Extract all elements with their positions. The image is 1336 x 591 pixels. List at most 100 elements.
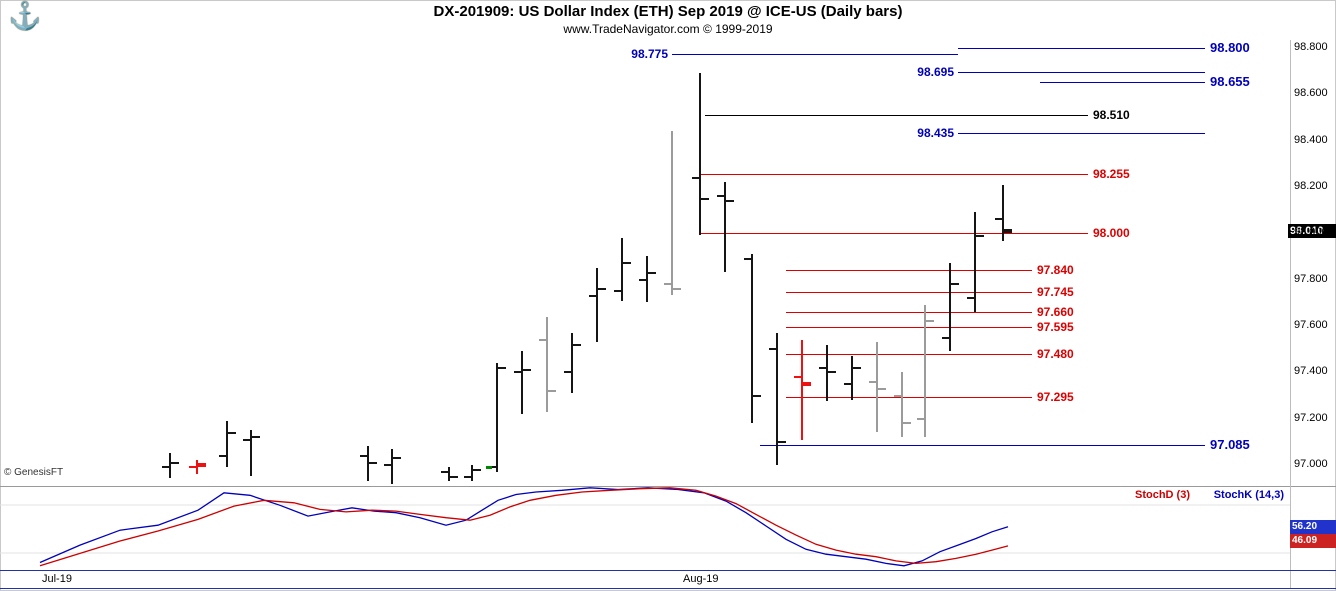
price-level-line[interactable] [958, 133, 1205, 134]
ohlc-bar-stem [1002, 185, 1004, 241]
ohlc-open-tick [717, 195, 724, 197]
ohlc-close-tick [701, 198, 709, 200]
ohlc-close-tick [573, 344, 581, 346]
ohlc-bar-stem [751, 254, 753, 423]
ohlc-bar-stem [391, 449, 393, 484]
ohlc-bar-stem [226, 421, 228, 467]
price-axis[interactable]: 98.010 98.800 98.600 98.400 98.200 98.000 97.… [1288, 38, 1336, 578]
ohlc-close-tick [598, 288, 606, 290]
stochd-line [39, 487, 1009, 567]
ohlc-open-tick [917, 418, 924, 420]
price-level-label: 97.480 [1037, 347, 1074, 361]
ohlc-open-tick [844, 383, 851, 385]
ohlc-bar-stem [949, 263, 951, 351]
ohlc-bar-stem [496, 363, 498, 472]
price-level-label: 98.800 [1210, 40, 1250, 55]
ohlc-open-tick [539, 339, 546, 341]
ohlc-bar-stem [901, 372, 903, 437]
stochastic-panel[interactable] [0, 487, 1290, 570]
ohlc-close-tick [623, 262, 631, 264]
ohlc-open-tick [384, 464, 391, 466]
price-level-label: 98.775 [631, 47, 668, 61]
price-level-line[interactable] [786, 397, 1032, 398]
ohlc-close-tick [450, 476, 458, 478]
price-level-line[interactable] [786, 354, 1032, 355]
ohlc-close-tick [753, 395, 761, 397]
stochd-value-badge: 46.09 [1290, 534, 1336, 548]
price-axis-tick: 97.600 [1294, 319, 1328, 331]
ohlc-bar-stem [699, 73, 701, 235]
stochd-legend-label[interactable]: StochD (3) [1135, 489, 1190, 501]
price-level-line[interactable] [786, 270, 1032, 271]
ohlc-open-tick [464, 476, 471, 478]
price-level-label: 98.255 [1093, 167, 1130, 181]
chart-subtitle: www.TradeNavigator.com © 1999-2019 [563, 22, 773, 36]
ohlc-open-tick [489, 466, 496, 468]
ohlc-open-tick [219, 455, 226, 457]
price-level-line[interactable] [700, 174, 1088, 175]
ohlc-bar-stem [776, 333, 778, 465]
ohlc-open-tick [614, 290, 621, 292]
price-axis-tick: 97.400 [1294, 365, 1328, 377]
ohlc-open-tick [995, 218, 1002, 220]
price-level-line[interactable] [786, 327, 1032, 328]
ohlc-bar-stem [471, 465, 473, 481]
time-axis[interactable]: Jul-19 Aug-19 [0, 571, 1336, 589]
ohlc-close-tick [252, 436, 260, 438]
ohlc-close-tick [369, 462, 377, 464]
price-level-label: 97.085 [1210, 437, 1250, 452]
ohlc-close-tick [828, 371, 836, 373]
ohlc-close-tick [1004, 229, 1012, 233]
ohlc-close-tick [673, 288, 681, 290]
ohlc-open-tick [441, 471, 448, 473]
genesis-anchor-logo-icon: ⚓ [8, 1, 42, 31]
time-axis-label: Jul-19 [42, 573, 72, 585]
price-level-label: 98.000 [1093, 226, 1130, 240]
ohlc-close-tick [951, 283, 959, 285]
ohlc-bar-stem [801, 340, 803, 440]
ohlc-bar-stem [876, 342, 878, 432]
ohlc-close-tick [926, 320, 934, 322]
time-axis-label: Aug-19 [683, 573, 719, 585]
price-level-label: 98.510 [1093, 108, 1130, 122]
ohlc-close-tick [498, 367, 506, 369]
price-level-line[interactable] [760, 445, 1205, 446]
ohlc-open-tick [639, 279, 646, 281]
current-price-badge: 98.010 [1288, 224, 1336, 238]
stochk-value-badge: 56.20 [1290, 520, 1336, 534]
ohlc-close-tick [976, 235, 984, 237]
ohlc-close-tick [648, 272, 656, 274]
ohlc-open-tick [589, 295, 596, 297]
ohlc-open-tick [243, 439, 250, 441]
price-level-line[interactable] [786, 312, 1032, 313]
stochk-line [39, 487, 1009, 567]
ohlc-open-tick [869, 381, 876, 383]
ohlc-open-tick [189, 466, 196, 468]
price-level-label: 97.660 [1037, 305, 1074, 319]
ohlc-open-tick [564, 371, 571, 373]
price-level-line[interactable] [700, 233, 1088, 234]
price-level-line[interactable] [1040, 82, 1205, 83]
ohlc-bar-stem [367, 446, 369, 481]
ohlc-close-tick [171, 462, 179, 464]
price-axis-tick: 97.800 [1294, 273, 1328, 285]
ohlc-bar-stem [671, 131, 673, 295]
price-axis-tick: 98.200 [1294, 180, 1328, 192]
ohlc-open-tick [967, 297, 974, 299]
ohlc-bar-stem [974, 212, 976, 312]
price-level-line[interactable] [672, 54, 958, 55]
price-level-label: 98.435 [917, 126, 954, 140]
ohlc-bar-stem [250, 430, 252, 476]
price-level-line[interactable] [705, 115, 1088, 116]
price-level-line[interactable] [958, 48, 1205, 49]
ohlc-close-tick [198, 463, 206, 467]
price-level-label: 98.655 [1210, 74, 1250, 89]
price-axis-tick: 98.400 [1294, 134, 1328, 146]
price-level-label: 97.745 [1037, 285, 1074, 299]
price-level-line[interactable] [958, 72, 1205, 73]
ohlc-bar-stem [724, 182, 726, 272]
stochk-legend-label[interactable]: StochK (14,3) [1213, 489, 1284, 501]
price-level-line[interactable] [786, 292, 1032, 293]
